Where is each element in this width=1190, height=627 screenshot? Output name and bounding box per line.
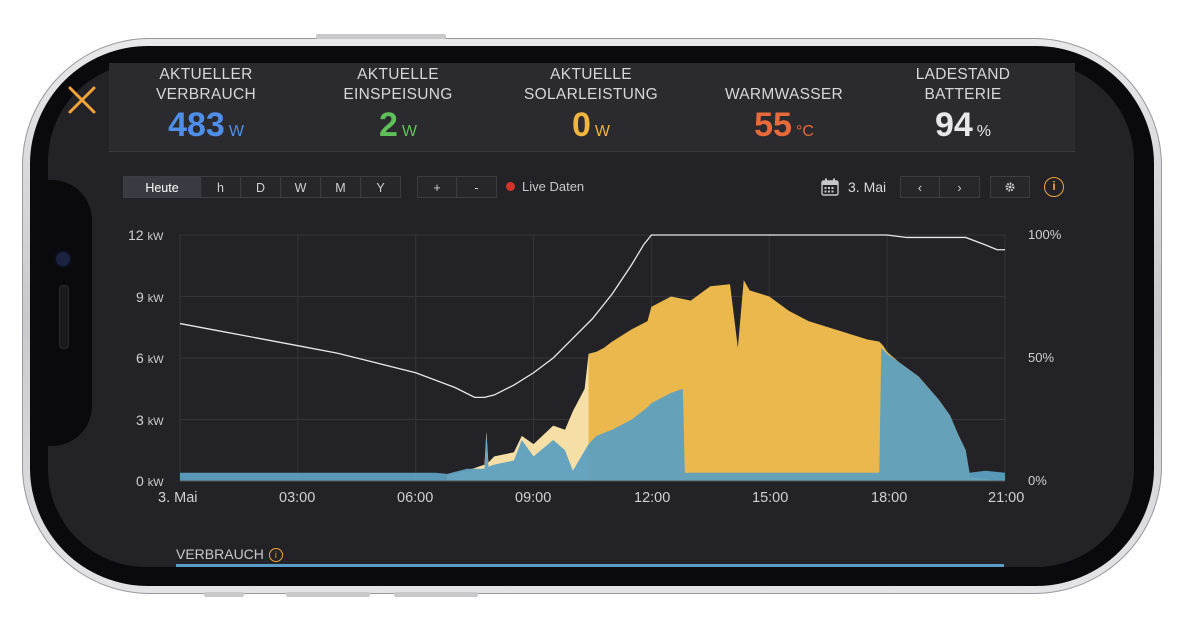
- y-tick-left: 0 kW: [136, 473, 164, 489]
- stat-label: AKTUELLER VERBRAUCH: [155, 66, 257, 103]
- x-tick: 21:00: [988, 490, 1025, 506]
- stat-unit: W: [228, 123, 244, 140]
- range-button-year[interactable]: Y: [361, 176, 401, 198]
- x-tick: 15:00: [752, 490, 789, 506]
- zoom-out-button[interactable]: -: [457, 176, 497, 198]
- info-icon[interactable]: i: [268, 548, 283, 562]
- x-tick: 06:00: [397, 490, 434, 506]
- range-button-today[interactable]: Heute: [123, 176, 201, 198]
- x-tick: 12:00: [634, 490, 671, 506]
- x-tick: 09:00: [515, 490, 552, 506]
- stat-unit: °C: [795, 123, 814, 140]
- stat-label: AKTUELLE SOLARLEISTUNG: [524, 66, 658, 103]
- range-button-day[interactable]: D: [241, 176, 281, 198]
- y-tick-left: 6 kW: [136, 350, 164, 366]
- consumption-bar: [176, 564, 1004, 567]
- stat-value: 2: [378, 106, 398, 144]
- x-tick: 3. Mai: [158, 490, 198, 506]
- stat-value: 0: [571, 106, 591, 144]
- stats-header: [109, 63, 1075, 152]
- settings-control: [990, 176, 1030, 198]
- stat-label: AKTUELLE EINSPEISUNG: [343, 66, 453, 103]
- range-button-hour[interactable]: h: [201, 176, 241, 198]
- range-selector: Heute h D W M Y: [123, 176, 401, 198]
- y-tick-right: 0%: [1028, 473, 1047, 488]
- stat-unit: %: [976, 123, 992, 140]
- stat-hot-water: WARMWASSER 55 °C: [694, 65, 874, 152]
- y-tick-right: 50%: [1028, 350, 1055, 365]
- front-camera-icon: [56, 252, 70, 266]
- close-button[interactable]: [66, 84, 98, 116]
- stat-value: 483: [168, 106, 225, 144]
- stat-value: 94: [934, 106, 973, 144]
- phone-bottom-button: [286, 592, 370, 597]
- prev-date-button[interactable]: ‹: [900, 176, 940, 198]
- phone-bottom-button: [204, 592, 244, 597]
- stat-label: LADESTAND BATTERIE: [915, 66, 1011, 103]
- stat-unit: W: [401, 123, 418, 140]
- x-tick: 03:00: [279, 490, 316, 506]
- phone-top-button: [316, 34, 446, 39]
- gear-icon: [1005, 182, 1015, 192]
- section-consumption[interactable]: VERBRAUCH i: [176, 546, 283, 562]
- range-button-month[interactable]: M: [321, 176, 361, 198]
- live-data-toggle[interactable]: Live Daten: [506, 178, 584, 196]
- y-tick-left: 12 kW: [128, 227, 164, 243]
- date-navigation: ‹ ›: [900, 176, 980, 198]
- date-label[interactable]: 3. Mai: [848, 179, 887, 195]
- stat-consumption: AKTUELLER VERBRAUCH 483 W: [116, 65, 296, 152]
- live-data-label: Live Daten: [522, 179, 585, 194]
- y-tick-left: 9 kW: [136, 289, 164, 305]
- stat-battery: LADESTAND BATTERIE 94%: [873, 65, 1053, 152]
- stat-value: 55: [754, 106, 792, 144]
- speaker-grille: [59, 285, 69, 349]
- section-label: VERBRAUCH: [176, 546, 264, 562]
- zoom-controls: + -: [417, 176, 497, 198]
- range-button-week[interactable]: W: [281, 176, 321, 198]
- calendar-icon[interactable]: [821, 178, 839, 201]
- info-icon[interactable]: i: [1044, 177, 1064, 197]
- next-date-button[interactable]: ›: [940, 176, 980, 198]
- stat-unit: W: [594, 123, 611, 140]
- close-icon: [68, 86, 96, 114]
- x-tick: 18:00: [871, 490, 908, 506]
- stat-label: WARMWASSER: [724, 86, 844, 103]
- live-dot-icon: [506, 182, 515, 191]
- y-tick-left: 3 kW: [136, 412, 164, 428]
- y-tick-right: 100%: [1028, 227, 1062, 242]
- phone-bottom-button: [394, 592, 478, 597]
- zoom-in-button[interactable]: +: [417, 176, 457, 198]
- settings-button[interactable]: [990, 176, 1030, 198]
